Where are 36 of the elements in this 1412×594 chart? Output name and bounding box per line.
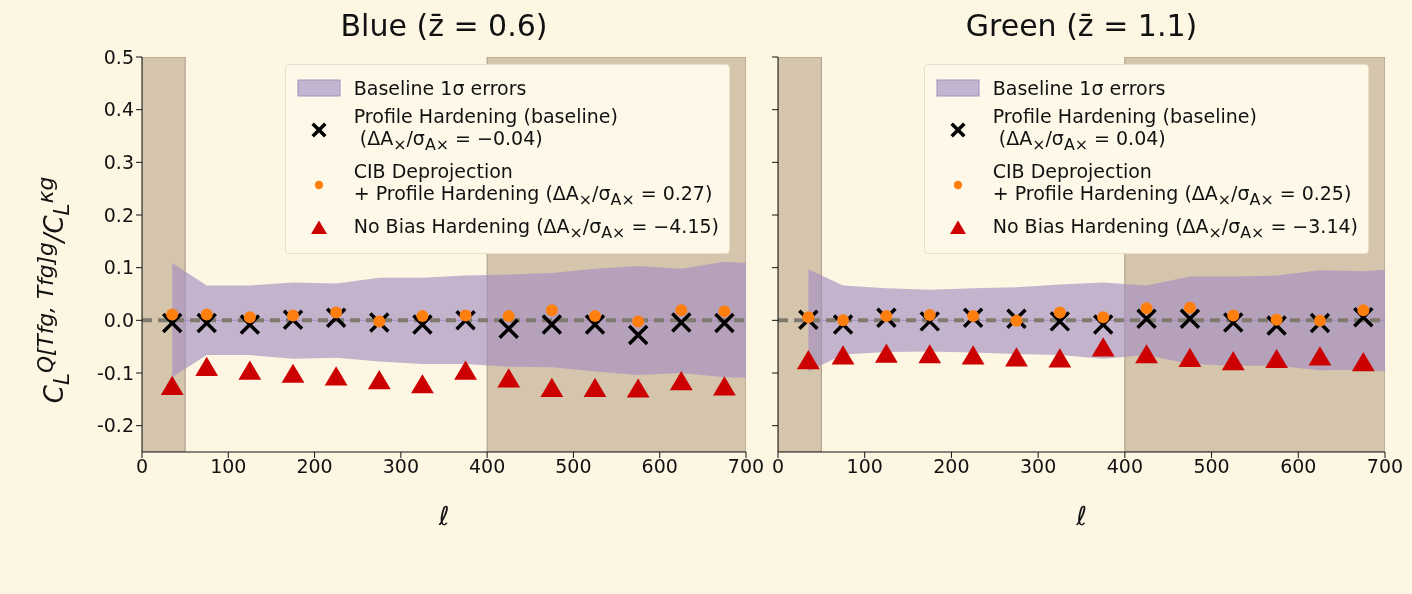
x-tick-label: 500 [1193,455,1230,478]
x-tick-label: 200 [296,455,333,478]
x-tick-label: 100 [210,455,247,478]
x-tick-label: 500 [555,455,592,478]
y-tick-label: 0.4 [103,98,134,121]
x-axis-title: ℓ [1075,501,1087,531]
legend-label: Profile Hardening (baseline) (ΔA$_{×}$/σ$_{A×}$ = 0.04) [992,105,1257,156]
x-tick-label: 300 [1020,455,1057,478]
legend-label: Baseline 1σ errors [992,77,1166,99]
y-tick-label: 0.3 [103,151,134,174]
legend-label: No Bias Hardening (ΔA$_{×}$/σ$_{A×}$ = −3.14) [992,214,1358,244]
y-tick-label: 0.1 [103,256,134,279]
y-tick-label: -0.1 [96,361,134,384]
x-axis-title: ℓ [437,501,450,531]
x-tick-label: 700 [1366,455,1404,478]
x-tick-label: 0 [771,455,785,478]
x-tick-label: 400 [1106,455,1143,478]
x-tick-label: 600 [1280,455,1317,478]
x-tick-label: 300 [382,455,419,478]
x-tick-label: 200 [933,455,970,478]
legend-label: Baseline 1σ errors [353,77,527,99]
chart-title: Green (z̄ = 1.1) [964,8,1199,43]
y-tick-label: 0.2 [103,203,134,226]
y-tick-label: -0.2 [96,414,134,437]
x-tick-label: 0 [135,455,149,478]
x-tick-label: 600 [641,455,678,478]
y-tick-label: 0.5 [103,45,134,68]
legend-label: CIB Deprojection + Profile Hardening (ΔA$_{×}$/σ$_{A×}$ = 0.25) [992,159,1352,211]
legend-label: Profile Hardening (baseline) (ΔA$_{×}$/σ$_{A×}$ = −0.04) [353,105,618,156]
x-tick-label: 700 [727,455,765,478]
legend-label: No Bias Hardening (ΔA$_{×}$/σ$_{A×}$ = −4.15) [353,214,719,244]
chart-title: Blue (z̄ = 0.6) [339,8,549,43]
x-tick-label: 400 [469,455,506,478]
y-tick-label: 0.0 [103,309,134,332]
x-tick-label: 100 [846,455,883,478]
legend-label: CIB Deprojection + Profile Hardening (ΔA$_{×}$/σ$_{A×}$ = 0.27) [353,159,713,211]
